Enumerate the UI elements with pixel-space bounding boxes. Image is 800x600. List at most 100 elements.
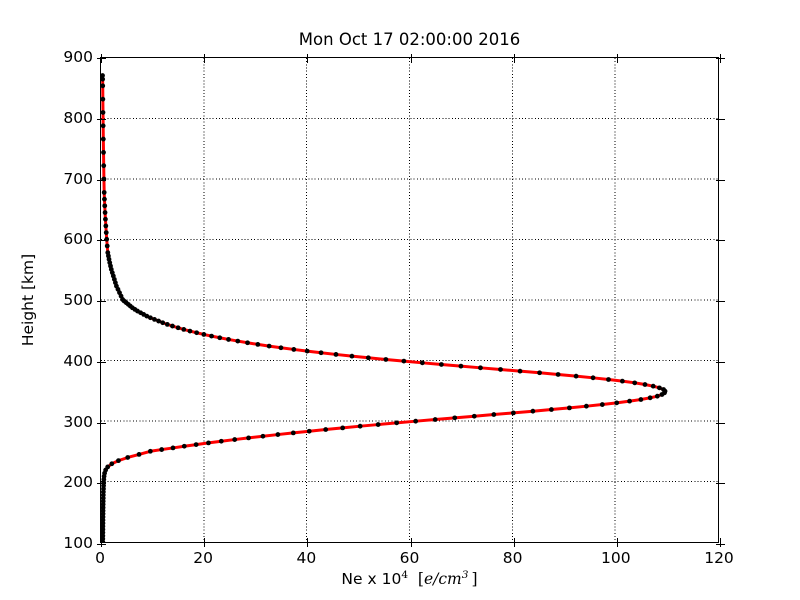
data-point — [152, 317, 157, 322]
x-tick-mark — [410, 542, 412, 547]
data-point — [102, 210, 108, 215]
data-point — [555, 372, 561, 377]
data-point — [181, 327, 187, 332]
data-point — [104, 243, 110, 249]
y-tick-mark-inner — [101, 301, 106, 303]
data-point — [650, 383, 656, 389]
data-point — [235, 338, 241, 344]
x-tick-mark — [720, 542, 722, 547]
data-point — [232, 437, 238, 442]
data-point — [164, 321, 170, 327]
data-point — [573, 373, 579, 379]
y-tick-mark-right-inner — [715, 422, 720, 424]
x-tick-mark — [101, 542, 103, 547]
data-point — [175, 325, 181, 331]
data-point — [125, 455, 131, 460]
data-point — [170, 445, 176, 451]
y-tick-mark — [96, 544, 101, 546]
y-tick-label: 100 — [63, 534, 93, 552]
data-point — [647, 395, 653, 401]
data-point — [102, 203, 108, 209]
x-tick-mark-inner — [410, 537, 412, 542]
data-point — [530, 408, 536, 414]
data-point — [103, 216, 108, 222]
y-tick-mark — [96, 422, 101, 424]
data-point — [218, 438, 224, 444]
data-point — [101, 123, 106, 129]
data-point — [383, 357, 389, 362]
data-point — [193, 442, 199, 447]
grid-line-group — [101, 58, 718, 542]
x-tick-mark-top-inner — [720, 58, 722, 63]
gridlines — [101, 58, 718, 542]
x-tick-mark — [204, 542, 206, 547]
data-series-ne-profile — [101, 73, 668, 542]
y-tick-mark — [96, 240, 101, 242]
data-point — [333, 352, 339, 357]
x-tick-mark-top-inner — [307, 58, 309, 63]
y-tick-mark-inner — [101, 361, 106, 363]
data-point — [109, 461, 115, 467]
data-point — [187, 328, 193, 334]
data-point — [614, 400, 620, 406]
x-tick-label: 60 — [399, 549, 420, 567]
x-tick-mark-inner — [513, 537, 515, 542]
x-axis-title: Ne x 104 [e/cm3 ] — [100, 569, 719, 588]
data-point — [103, 223, 109, 229]
y-tick-mark — [96, 118, 101, 120]
y-tick-mark-inner — [101, 240, 106, 242]
data-point — [357, 423, 363, 429]
x-tick-label: 100 — [601, 549, 631, 567]
y-tick-mark-right — [720, 179, 725, 181]
data-point — [549, 407, 554, 412]
data-point — [365, 355, 371, 361]
data-point — [170, 323, 175, 329]
data-point — [419, 360, 425, 366]
data-point — [201, 332, 207, 337]
y-tick-label: 200 — [63, 473, 93, 492]
y-tick-label: 500 — [63, 291, 93, 309]
x-tick-mark-inner — [720, 537, 722, 542]
data-point — [275, 432, 281, 437]
x-tick-label: 80 — [502, 549, 523, 567]
series-markers — [101, 73, 668, 542]
x-tick-mark-top — [616, 53, 618, 58]
y-tick-mark — [96, 483, 101, 485]
data-point — [101, 190, 107, 195]
data-point — [102, 196, 107, 202]
data-point — [194, 330, 200, 336]
y-tick-mark-inner — [101, 422, 106, 424]
data-point — [517, 368, 523, 374]
y-tick-mark-right-inner — [715, 58, 720, 60]
y-tick-mark-inner — [101, 544, 106, 546]
x-tick-mark-top — [101, 53, 103, 58]
page-title: Mon Oct 17 02:00:00 2016 — [298, 30, 521, 49]
y-tick-label: 700 — [63, 169, 93, 188]
y-tick-mark-right — [720, 544, 725, 546]
data-point — [590, 375, 596, 381]
x-tick-mark — [513, 542, 515, 547]
y-tick-mark — [96, 179, 101, 181]
data-point — [136, 452, 142, 457]
data-point — [101, 83, 106, 89]
data-point — [226, 337, 231, 342]
y-tick-mark-right-inner — [715, 179, 720, 181]
y-tick-mark-inner — [101, 118, 106, 120]
data-point — [583, 403, 589, 409]
data-point — [318, 350, 324, 356]
x-tick-mark-top-inner — [513, 58, 515, 63]
x-tick-mark-inner — [101, 537, 103, 542]
data-point — [278, 345, 284, 351]
data-point — [101, 149, 106, 155]
y-tick-mark-inner — [101, 179, 106, 181]
data-point — [209, 333, 214, 339]
data-point — [340, 425, 346, 431]
y-tick-mark — [96, 361, 101, 363]
data-point — [290, 430, 296, 436]
data-point — [245, 340, 250, 346]
x-tick-mark-top-inner — [410, 58, 412, 63]
x-tick-label: 120 — [704, 549, 734, 567]
x-axis-unit: e/cm3 — [423, 569, 469, 589]
x-tick-mark-top — [410, 53, 412, 58]
data-point — [306, 428, 312, 434]
